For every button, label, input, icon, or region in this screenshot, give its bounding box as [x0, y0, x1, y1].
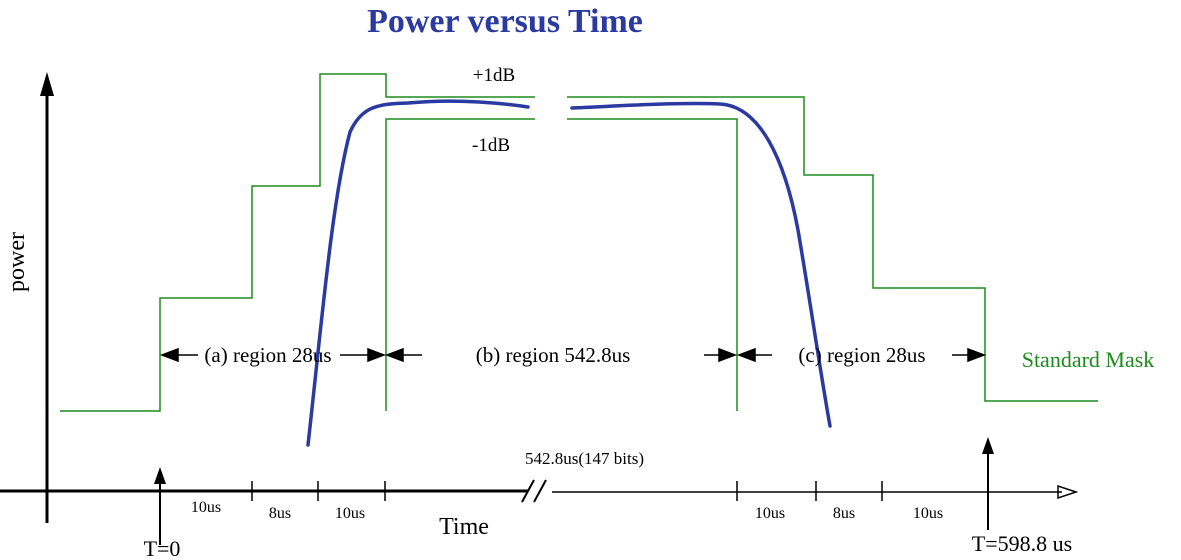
region-b-label: (b) region 542.8us [476, 343, 631, 367]
start-marker-arrow [154, 467, 166, 545]
segment-label: 10us [191, 499, 221, 516]
lower-tolerance-label: -1dB [472, 135, 510, 156]
axis-ticks [251, 481, 883, 501]
segment-label: 8us [833, 505, 855, 522]
axis-break-mid [533, 479, 547, 503]
region-a-label: (a) region 28us [204, 343, 331, 367]
power-curve-rise [306, 99, 530, 447]
segment-label: 10us [755, 505, 785, 522]
y-axis [40, 72, 54, 523]
upper-tolerance-label: +1dB [473, 65, 515, 86]
axis-break-left [521, 479, 535, 503]
region-arrows [159, 347, 987, 363]
diagram-title: Power versus Time [367, 3, 643, 40]
segment-label: 10us [913, 505, 943, 522]
mask-lower-right [567, 118, 738, 411]
gap-duration-label: 542.8us(147 bits) [525, 449, 644, 468]
x-axis-label: Time [439, 514, 489, 540]
mask-label: Standard Mask [1022, 347, 1155, 372]
region-c-label: (c) region 28us [798, 343, 925, 367]
segment-label: 8us [269, 505, 291, 522]
segment-label: 10us [335, 505, 365, 522]
x-axis-arrowhead [1057, 484, 1079, 500]
mask-upper-falling [567, 96, 1098, 402]
start-marker-label: T=0 [144, 536, 181, 560]
power-curve [306, 99, 832, 447]
x-axis [0, 479, 1079, 503]
end-marker-label: T=598.8 us [972, 531, 1072, 556]
mask-upper-rising [60, 73, 535, 412]
mask-lower-left [385, 118, 535, 411]
power-curve-fall [570, 101, 832, 428]
y-axis-label: power [4, 232, 30, 292]
standard-mask [60, 73, 1098, 412]
end-marker-arrow [982, 437, 994, 530]
y-axis-arrowhead [40, 72, 54, 96]
